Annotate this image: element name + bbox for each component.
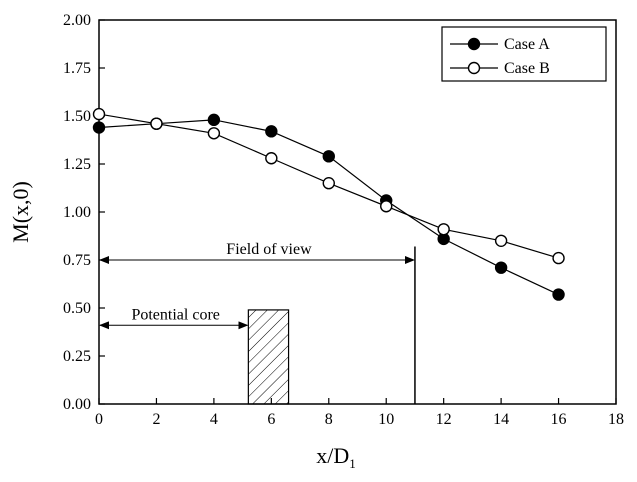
x-tick-label: 0: [95, 411, 103, 428]
data-point: [437, 223, 450, 236]
data-point: [552, 288, 565, 301]
y-axis-title: M(x,0): [8, 181, 33, 243]
data-point: [207, 113, 221, 127]
y-tick-label: 1.25: [63, 156, 91, 173]
x-tick-label: 18: [608, 411, 624, 428]
y-tick-label: 0.75: [63, 252, 91, 269]
legend-marker: [467, 61, 481, 75]
data-point: [150, 117, 163, 130]
y-tick-label: 0.50: [63, 300, 91, 317]
data-point: [92, 121, 106, 134]
x-axis-title: x/D1: [316, 443, 356, 471]
x-axis-title-main: x/D: [316, 443, 349, 468]
field-of-view-label: Field of view: [226, 241, 312, 258]
legend-label: Case B: [504, 60, 550, 77]
axes: 0 2 4 6 8 10 12 14 16 18 0.00 0.25 0.50 0.75 1.00 1.25 1…: [63, 12, 624, 428]
data-point: [92, 107, 106, 121]
x-tick-label: 2: [152, 411, 160, 428]
potential-core-box: [247, 309, 290, 405]
y-tick-label: 0.00: [63, 396, 91, 413]
x-tick-label: 6: [267, 411, 275, 428]
annotations: Field of view Potential core: [99, 241, 416, 405]
y-tick-label: 1.75: [63, 60, 91, 77]
data-point: [322, 150, 335, 163]
data-point: [265, 125, 278, 138]
data-point: [265, 152, 278, 165]
y-tick-label: 2.00: [63, 12, 91, 29]
potential-core-label: Potential core: [131, 306, 219, 323]
x-tick-label: 14: [493, 411, 509, 428]
data-point: [207, 127, 221, 140]
data-point: [380, 200, 393, 213]
x-tick-label: 10: [378, 411, 394, 428]
data-point: [494, 234, 508, 248]
y-tick-label: 0.25: [63, 348, 91, 365]
x-tick-label: 8: [325, 411, 333, 428]
data-point: [494, 261, 508, 274]
series-layer: [92, 107, 565, 301]
data-point: [322, 176, 335, 190]
legend-marker: [467, 37, 481, 51]
x-tick-label: 16: [551, 411, 567, 428]
x-tick-label: 12: [436, 411, 452, 428]
series-line-case-a: [98, 119, 559, 296]
data-point: [552, 251, 565, 265]
x-tick-label: 4: [210, 411, 218, 428]
legend: Case A Case B: [441, 26, 607, 82]
x-axis-title-subscript: 1: [349, 456, 356, 471]
y-tick-label: 1.50: [63, 108, 91, 125]
y-tick-label: 1.00: [63, 204, 91, 221]
legend-label: Case A: [504, 36, 550, 53]
